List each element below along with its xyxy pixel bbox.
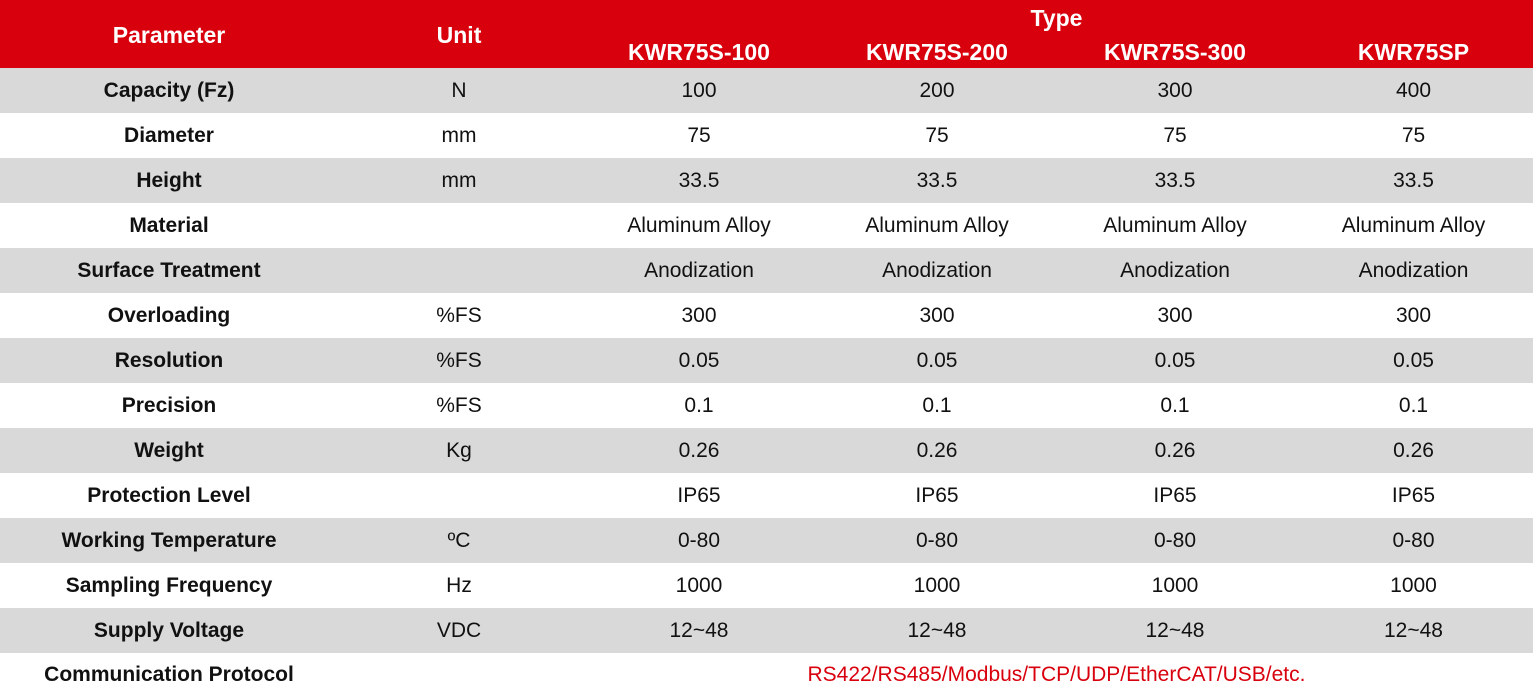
value-cell: Anodization xyxy=(1120,258,1230,282)
value-cell: Anodization xyxy=(1358,258,1469,282)
value-cell: Anodization xyxy=(882,258,992,282)
value-cell: IP65 xyxy=(1391,483,1436,507)
parameter-cell: Surface Treatment xyxy=(77,258,261,282)
value-cell: 0.1 xyxy=(684,393,714,417)
value-cell: 1000 xyxy=(1151,573,1199,597)
header-type: Type xyxy=(1030,4,1083,31)
value-cell: Anodization xyxy=(644,258,754,282)
row-band xyxy=(0,428,1533,473)
parameter-cell: Working Temperature xyxy=(61,528,277,552)
value-cell: 0.05 xyxy=(1393,348,1434,372)
parameter-cell: Height xyxy=(136,168,202,192)
value-cell: 0.05 xyxy=(916,348,958,372)
parameter-cell: Overloading xyxy=(107,303,231,327)
value-cell: 1000 xyxy=(913,573,961,597)
value-cell: 75 xyxy=(687,123,711,147)
unit-cell: N xyxy=(451,78,467,102)
value-cell: 12~48 xyxy=(1384,618,1443,642)
row-band xyxy=(0,608,1533,653)
value-cell: 0.26 xyxy=(1393,438,1434,462)
value-cell: 12~48 xyxy=(907,618,967,642)
value-cell: 100 xyxy=(681,78,717,102)
value-cell: 200 xyxy=(919,78,955,102)
header-model: KWR75S-100 xyxy=(628,38,770,65)
row-band xyxy=(0,248,1533,293)
unit-cell: %FS xyxy=(436,348,482,372)
value-cell: 300 xyxy=(681,303,717,327)
value-cell: 0.1 xyxy=(1398,393,1429,417)
parameter-cell: Precision xyxy=(121,393,217,417)
value-cell: 300 xyxy=(1157,78,1193,102)
protocol-value: RS422/RS485/Modbus/TCP/UDP/EtherCAT/USB/… xyxy=(807,663,1306,686)
value-cell: 400 xyxy=(1395,78,1432,102)
row-band xyxy=(0,518,1533,563)
value-cell: 300 xyxy=(1395,303,1432,327)
value-cell: 0.26 xyxy=(678,438,720,462)
parameter-cell: Material xyxy=(129,213,209,237)
header-model: KWR75SP xyxy=(1357,38,1470,65)
value-cell: 0.1 xyxy=(1160,393,1190,417)
header-model: KWR75S-200 xyxy=(866,38,1008,65)
value-cell: 0-80 xyxy=(1392,528,1435,552)
header-band xyxy=(0,0,1533,68)
value-cell: 300 xyxy=(1157,303,1193,327)
value-cell: Aluminum Alloy xyxy=(1103,213,1247,237)
unit-cell: mm xyxy=(441,168,477,192)
value-cell: 75 xyxy=(925,123,949,147)
parameter-cell: Capacity (Fz) xyxy=(103,78,235,102)
unit-cell: VDC xyxy=(436,618,482,642)
value-cell: 33.5 xyxy=(1393,168,1434,192)
value-cell: 0.26 xyxy=(1154,438,1196,462)
row-band xyxy=(0,68,1533,113)
value-cell: 1000 xyxy=(675,573,723,597)
value-cell: 75 xyxy=(1163,123,1187,147)
value-cell: 75 xyxy=(1401,123,1426,147)
value-cell: 1000 xyxy=(1390,573,1437,597)
parameter-cell: Protection Level xyxy=(87,483,251,507)
unit-cell: Hz xyxy=(446,573,472,597)
row-band xyxy=(0,338,1533,383)
value-cell: 0-80 xyxy=(1153,528,1197,552)
value-cell: 12~48 xyxy=(1145,618,1205,642)
unit-cell: mm xyxy=(441,123,477,147)
header-parameter: Parameter xyxy=(112,21,226,48)
value-cell: Aluminum Alloy xyxy=(627,213,771,237)
parameter-cell: Resolution xyxy=(114,348,224,372)
parameter-cell: Communication Protocol xyxy=(44,663,294,686)
value-cell: 33.5 xyxy=(916,168,958,192)
parameter-cell: Diameter xyxy=(124,123,214,147)
unit-cell: Kg xyxy=(446,438,472,462)
value-cell: Aluminum Alloy xyxy=(1341,213,1486,237)
unit-cell: ºC xyxy=(447,528,471,552)
value-cell: 33.5 xyxy=(678,168,720,192)
value-cell: Aluminum Alloy xyxy=(865,213,1009,237)
row-band xyxy=(0,158,1533,203)
value-cell: IP65 xyxy=(1153,483,1197,507)
header-model: KWR75S-300 xyxy=(1104,38,1246,65)
value-cell: 0.05 xyxy=(1154,348,1196,372)
unit-cell: %FS xyxy=(436,303,482,327)
value-cell: 12~48 xyxy=(669,618,729,642)
value-cell: 0-80 xyxy=(677,528,721,552)
header-unit: Unit xyxy=(436,21,482,48)
value-cell: 0.1 xyxy=(922,393,952,417)
value-cell: 0-80 xyxy=(915,528,959,552)
unit-cell: %FS xyxy=(436,393,482,417)
value-cell: 300 xyxy=(919,303,955,327)
parameter-cell: Supply Voltage xyxy=(93,618,245,642)
parameter-cell: Sampling Frequency xyxy=(65,573,273,597)
value-cell: 33.5 xyxy=(1154,168,1196,192)
value-cell: 0.05 xyxy=(678,348,720,372)
value-cell: IP65 xyxy=(677,483,721,507)
parameter-cell: Weight xyxy=(134,438,204,462)
value-cell: IP65 xyxy=(915,483,959,507)
value-cell: 0.26 xyxy=(916,438,958,462)
